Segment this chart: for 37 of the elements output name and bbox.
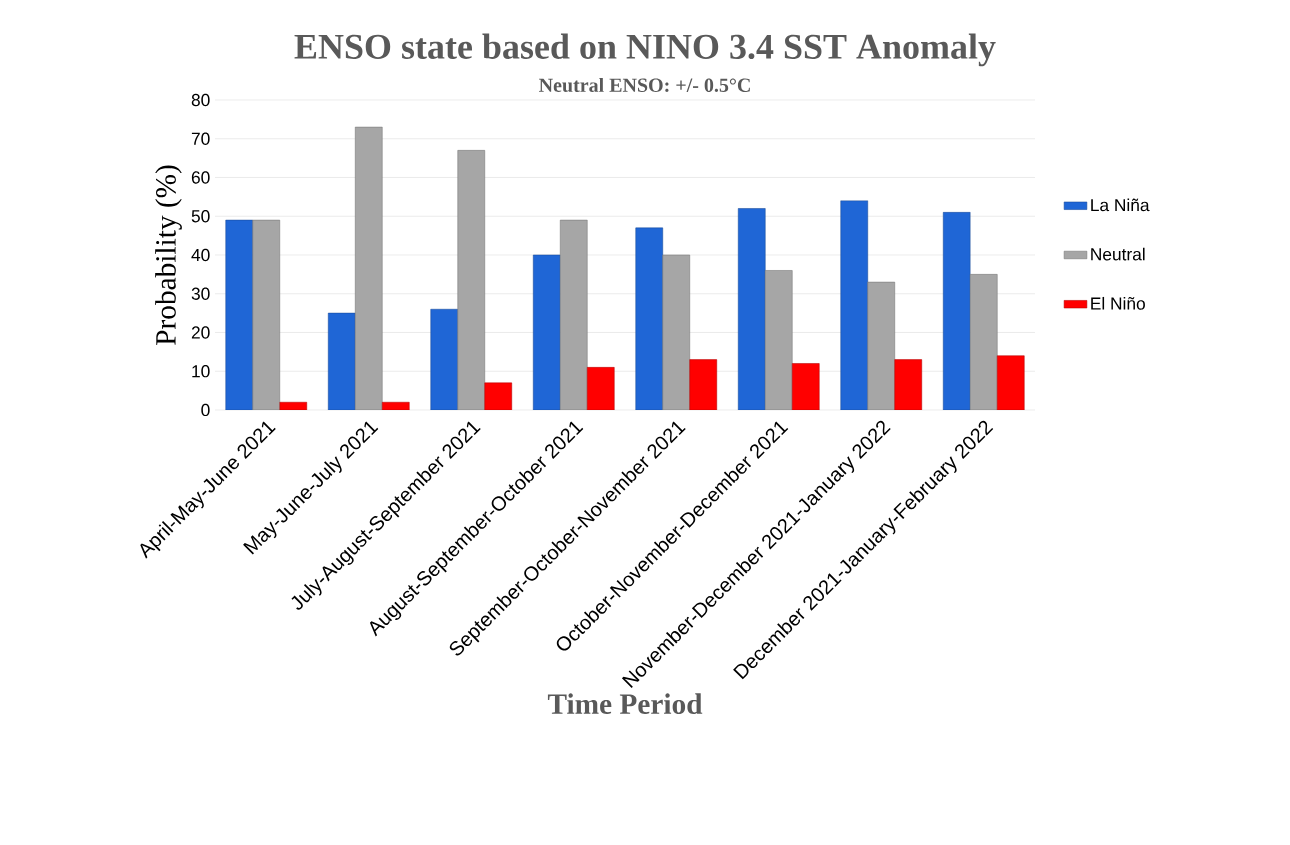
y-tick-label: 30 bbox=[191, 287, 210, 300]
bar bbox=[457, 150, 486, 410]
y-tick-label: 40 bbox=[191, 248, 210, 262]
bar bbox=[225, 219, 254, 410]
bar bbox=[791, 363, 820, 410]
bar bbox=[559, 219, 588, 410]
legend-label: Neutral bbox=[1091, 247, 1145, 261]
y-tick-label: 80 bbox=[191, 93, 210, 107]
y-tick-label: 20 bbox=[191, 326, 210, 339]
chart-title: ENSO state based on NINO 3.4 SST Anomaly bbox=[294, 33, 996, 67]
bar bbox=[764, 270, 793, 410]
y-tick-label: 70 bbox=[191, 132, 210, 145]
x-axis-title: Time Period bbox=[547, 693, 703, 715]
y-tick-label: 60 bbox=[191, 171, 210, 184]
bar bbox=[737, 208, 766, 410]
bar bbox=[969, 274, 998, 410]
legend-label: La Niña bbox=[1091, 198, 1150, 212]
bar bbox=[840, 200, 869, 410]
bar bbox=[662, 254, 691, 410]
bar bbox=[635, 227, 664, 410]
bar bbox=[942, 212, 971, 410]
bar bbox=[327, 312, 356, 410]
y-tick-label: 10 bbox=[192, 365, 210, 378]
bar bbox=[252, 219, 281, 410]
legend-label: El Niño bbox=[1091, 296, 1145, 310]
bar bbox=[354, 126, 383, 410]
y-tick-label: 0 bbox=[201, 403, 210, 417]
bar bbox=[894, 359, 923, 410]
y-axis-title: Probability (%) bbox=[155, 165, 182, 345]
y-tick-label: 50 bbox=[191, 210, 210, 223]
chart-subtitle: Neutral ENSO: +/- 0.5°C bbox=[539, 77, 750, 93]
bar bbox=[430, 308, 459, 410]
bar bbox=[586, 367, 615, 410]
bar bbox=[867, 281, 896, 410]
bar bbox=[996, 355, 1025, 410]
bar bbox=[689, 359, 718, 410]
bar bbox=[532, 254, 561, 410]
